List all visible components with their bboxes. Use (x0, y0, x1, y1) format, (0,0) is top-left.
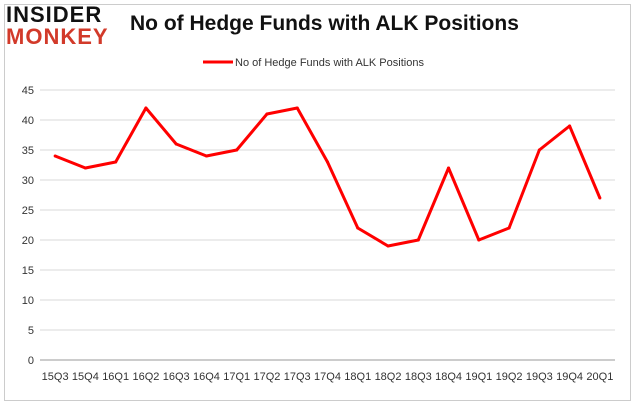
y-tick-label: 40 (22, 115, 34, 127)
data-point (356, 226, 360, 230)
x-tick-label: 19Q4 (556, 371, 583, 383)
data-point (174, 142, 178, 146)
logo-line2: MONKEY (6, 24, 109, 49)
x-tick-label: 19Q3 (526, 371, 553, 383)
insider-monkey-logo: INSIDER MONKEY (6, 4, 109, 48)
chart-title: No of Hedge Funds with ALK Positions (130, 12, 519, 35)
data-point (416, 238, 420, 242)
data-point (295, 106, 299, 110)
x-tick-label: 19Q1 (465, 371, 492, 383)
y-tick-label: 0 (28, 355, 34, 367)
y-tick-label: 5 (28, 325, 34, 337)
series-line (54, 106, 602, 248)
data-point (204, 154, 208, 158)
x-tick-label: 18Q4 (435, 371, 462, 383)
y-tick-label: 45 (22, 85, 34, 97)
data-point (386, 244, 390, 248)
data-point (114, 160, 118, 164)
legend-label: No of Hedge Funds with ALK Positions (235, 57, 424, 69)
x-tick-label: 16Q4 (193, 371, 220, 383)
y-tick-label: 10 (22, 295, 34, 307)
x-tick-label: 17Q4 (314, 371, 341, 383)
chart-frame (4, 4, 631, 401)
x-tick-label: 16Q3 (163, 371, 190, 383)
data-point (83, 166, 87, 170)
x-tick-label: 16Q1 (102, 371, 129, 383)
logo-line1: INSIDER (6, 2, 103, 27)
x-tick-label: 18Q1 (344, 371, 371, 383)
data-point (537, 148, 541, 152)
x-tick-label: 18Q2 (375, 371, 402, 383)
data-point (598, 196, 602, 200)
x-tick-label: 17Q2 (254, 371, 281, 383)
x-tick-label: 20Q1 (586, 371, 613, 383)
x-tick-label: 18Q3 (405, 371, 432, 383)
data-point (53, 154, 57, 158)
data-point (447, 166, 451, 170)
data-point (144, 106, 148, 110)
x-tick-label: 15Q4 (72, 371, 99, 383)
data-point (507, 226, 511, 230)
y-tick-label: 25 (22, 205, 34, 217)
y-tick-label: 35 (22, 145, 34, 157)
data-point (235, 148, 239, 152)
y-tick-label: 20 (22, 235, 34, 247)
data-point (568, 124, 572, 128)
y-tick-label: 30 (22, 175, 34, 187)
x-tick-label: 19Q2 (496, 371, 523, 383)
data-point (265, 112, 269, 116)
data-point (326, 160, 329, 164)
x-tick-label: 17Q3 (284, 371, 311, 383)
x-tick-label: 16Q2 (132, 371, 159, 383)
x-tick-label: 17Q1 (223, 371, 250, 383)
x-tick-label: 15Q3 (42, 371, 69, 383)
y-tick-label: 15 (22, 265, 34, 277)
data-point (477, 238, 481, 242)
